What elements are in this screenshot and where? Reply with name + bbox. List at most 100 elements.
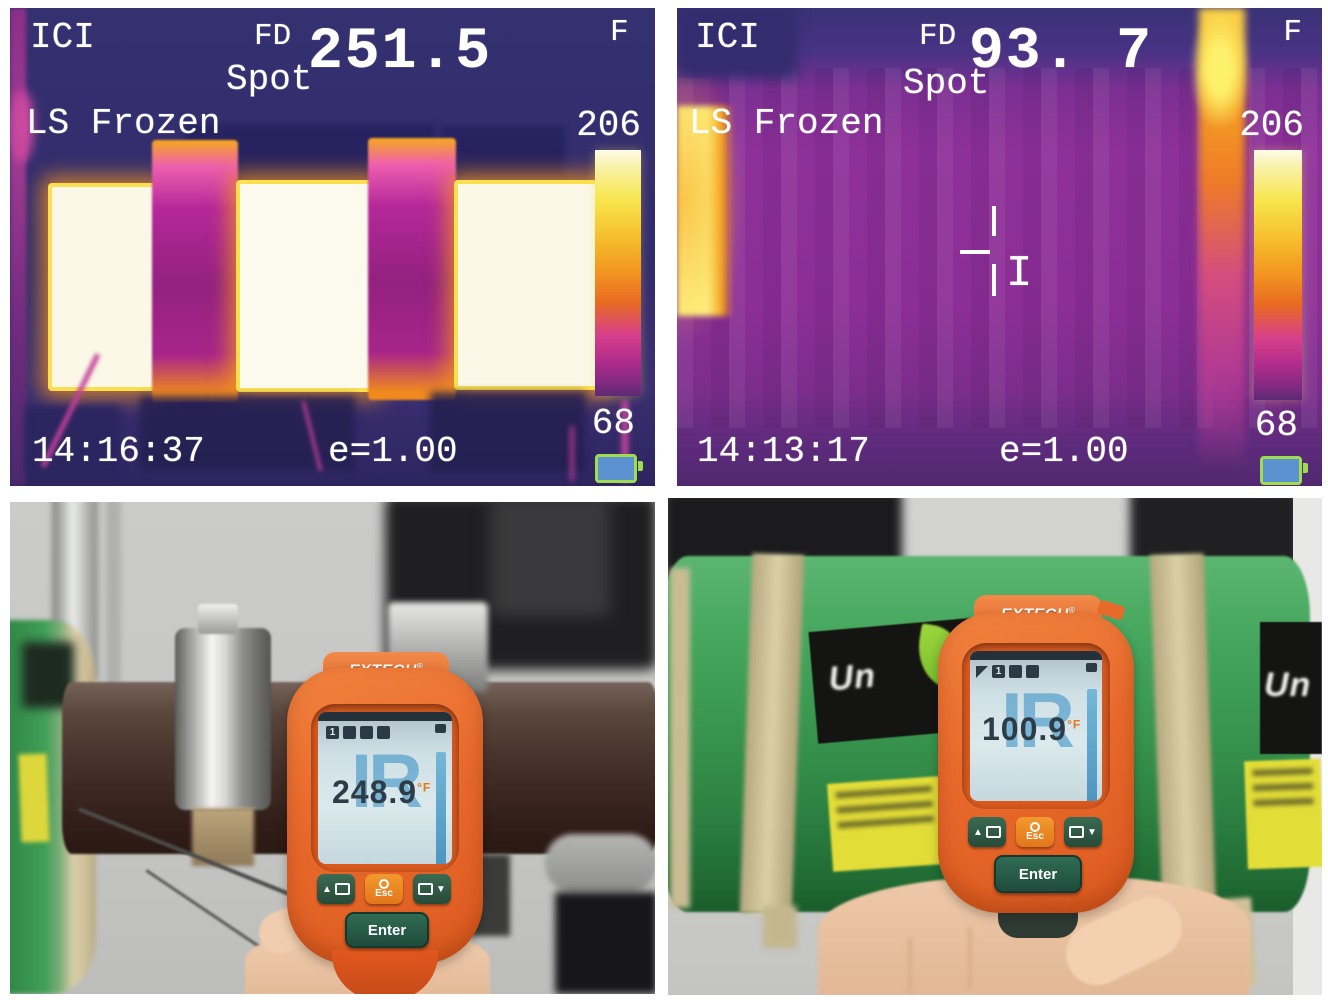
device-screen: 1 IR 248.9°F AI 74.5 RH 51.6 — [318, 712, 452, 864]
ir-thermometer: EXTECH® 1 IR 100.9°F AI 73.9 RH 50.5 ▲ — [938, 595, 1134, 940]
caution-label — [827, 776, 945, 872]
mode-1-icon: 1 — [992, 665, 1005, 678]
down-laser-button: ▼ — [1064, 817, 1102, 847]
insulation-brand-text: Un — [827, 656, 878, 699]
flag-icon — [976, 665, 988, 678]
dark-floor-object — [555, 892, 655, 994]
screen-scrollbar — [1087, 689, 1097, 801]
crosshair-bottom — [992, 264, 996, 296]
screen-battery-icon — [435, 724, 446, 733]
photo-insulated-pipe: Un Un EXTECH® 1 IR 100.9°F — [668, 498, 1322, 995]
vertical-pipe-thin — [106, 502, 121, 718]
laser-icon — [418, 883, 434, 895]
battery-icon — [1260, 456, 1308, 485]
mode-icon — [360, 726, 373, 739]
power-dot-icon — [379, 879, 389, 889]
floor-shadow — [430, 392, 585, 472]
finger-crease — [908, 938, 912, 993]
reading-unit: °F — [1067, 717, 1082, 732]
collar-yellow-label — [18, 753, 50, 843]
left-hotspot-glow — [677, 78, 747, 348]
mode-1-icon: 1 — [326, 726, 339, 739]
reading-unit: °F — [417, 780, 432, 795]
spot-temperature: 251.5 — [308, 20, 493, 85]
enter-button: Enter — [345, 912, 429, 948]
clamp-bolt — [198, 604, 238, 634]
screen-icon-row: 1 — [326, 726, 390, 739]
mode-icon — [1026, 665, 1039, 678]
battery-icon — [595, 454, 643, 483]
heat-blob — [10, 90, 34, 162]
photo-bare-pipe: EXTECH® 1 IR 248.9°F AI 74.5 RH 51.6 ▲ — [10, 502, 655, 994]
camera-icon — [334, 883, 350, 895]
scale-min: 68 — [591, 403, 635, 444]
thermal-mode: FD — [254, 19, 292, 54]
crosshair-top — [992, 206, 996, 236]
heat-streak — [570, 426, 574, 481]
thermal-brand: ICI — [695, 17, 760, 58]
aux-line-1: AI 73.9 — [994, 798, 1053, 801]
device-buttons: ▲ Esc ▼ — [317, 874, 451, 904]
up-camera-button: ▲ — [317, 874, 355, 904]
corner-shadow — [677, 8, 797, 78]
thermal-mode: FD — [919, 19, 957, 54]
timestamp: 14:13:17 — [697, 431, 870, 472]
pipe-clamp-steel — [175, 628, 271, 810]
emissivity-label: e=1.00 — [328, 431, 458, 472]
screen-topbar — [970, 651, 1102, 660]
temperature-scale-bar — [595, 150, 641, 396]
insulation-brand-text: Un — [1264, 666, 1312, 704]
mode-icon — [1009, 665, 1022, 678]
up-camera-button: ▲ — [968, 817, 1006, 847]
jacket-strap — [670, 568, 690, 908]
status-label: LS Frozen — [26, 103, 221, 144]
pipe-clamp-thermal — [152, 140, 238, 402]
aux-readout: AI 73.9 RH 50.5 — [994, 765, 1053, 801]
insulation-brand-label: Un — [1260, 622, 1322, 754]
spot-temperature: 93. 7 — [969, 20, 1154, 85]
spot-label: Spot — [226, 59, 313, 100]
hot-pipe-segment — [454, 180, 612, 390]
status-label: LS Frozen — [689, 103, 884, 144]
esc-button: Esc — [365, 874, 403, 904]
thermal-image-left: ICI FD Spot 251.5 F LS Frozen 206 68 14:… — [10, 8, 655, 486]
device-screen: 1 IR 100.9°F AI 73.9 RH 50.5 — [970, 651, 1102, 801]
enter-button: Enter — [994, 855, 1082, 893]
dark-background-area — [490, 502, 610, 616]
crosshair-left — [960, 250, 990, 254]
ir-watermark: IR — [351, 739, 423, 824]
mode-icon — [343, 726, 356, 739]
strap-tail — [763, 906, 797, 948]
emissivity-label: e=1.00 — [999, 431, 1129, 472]
right-heat-blob — [1191, 12, 1249, 127]
crosshair: I — [960, 206, 1040, 302]
thermal-brand: ICI — [30, 17, 95, 58]
device-handle — [332, 950, 438, 994]
unit-label: F — [1283, 15, 1302, 50]
aux-readout: AI 74.5 RH 51.6 — [340, 828, 399, 864]
finger-crease — [968, 928, 972, 988]
caution-label — [1244, 758, 1322, 870]
ir-watermark: IR — [1001, 676, 1075, 764]
laser-icon — [1069, 826, 1085, 838]
scale-max: 206 — [1239, 105, 1304, 146]
spot-label: Spot — [903, 63, 990, 104]
screen-icon-row: 1 — [976, 665, 1039, 678]
esc-button: Esc — [1016, 817, 1054, 847]
screen-topbar — [318, 712, 452, 721]
pipe-clamp-thermal — [368, 138, 456, 400]
camera-icon — [985, 826, 1001, 838]
heat-streak — [622, 400, 628, 482]
hot-pipe-segment — [236, 180, 378, 392]
temperature-reading: 248.9°F — [332, 774, 432, 810]
timestamp: 14:16:37 — [32, 431, 205, 472]
scale-max: 206 — [576, 105, 641, 146]
temperature-reading: 100.9°F — [982, 711, 1082, 747]
down-laser-button: ▼ — [413, 874, 451, 904]
aux-line-1: AI 74.5 — [340, 861, 399, 864]
hot-pipe-segment — [48, 183, 162, 391]
thermal-image-right: I ICI FD Spot 93. 7 F LS Frozen 206 68 1… — [677, 8, 1322, 486]
left-edge-heat-streak — [10, 8, 26, 486]
power-dot-icon — [1030, 822, 1040, 832]
floor-shadow — [25, 406, 120, 476]
